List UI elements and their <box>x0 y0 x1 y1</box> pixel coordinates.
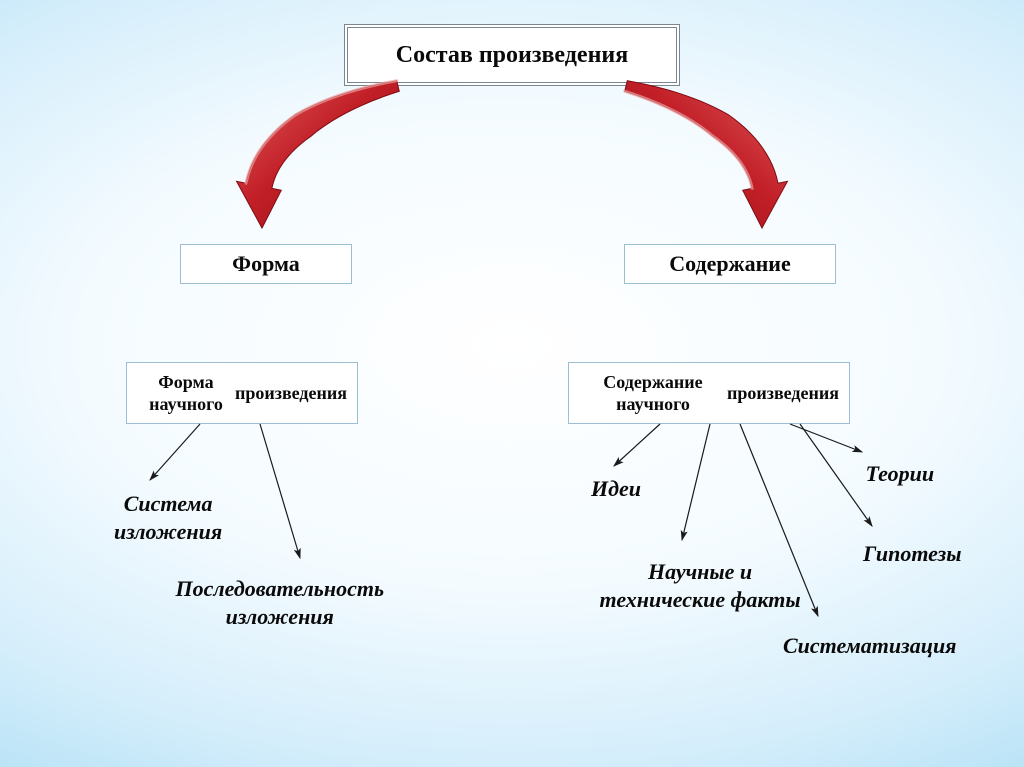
leaf-right-4: Систематизация <box>783 632 957 660</box>
curved-arrow-right <box>625 81 788 228</box>
branch-label-content: Содержание <box>669 251 790 277</box>
leaf-left-0: Системаизложения <box>114 490 222 545</box>
thin-arrow-right-0 <box>614 424 660 466</box>
leaf-right-1: Теории <box>866 460 935 488</box>
leaf-left-1: Последовательностьизложения <box>176 575 385 630</box>
midbox-form-line1: Форма научного <box>137 371 235 416</box>
midbox-content-line2: произведения <box>727 382 839 405</box>
branch-box-form: Форма <box>180 244 352 284</box>
leaf-right-2: Гипотезы <box>863 540 961 568</box>
thin-arrow-right-2 <box>800 424 872 526</box>
leaf-right-3: Научные итехнические факты <box>600 558 801 613</box>
thin-arrow-right-1 <box>790 424 862 452</box>
branch-box-content: Содержание <box>624 244 836 284</box>
leaf-right-0: Идеи <box>591 475 641 503</box>
midbox-content: Содержание научногопроизведения <box>568 362 850 424</box>
title-label: Состав произведения <box>396 42 628 69</box>
curved-arrow-left <box>237 81 400 228</box>
thin-arrow-left-1 <box>260 424 300 558</box>
thin-arrow-right-3 <box>682 424 710 540</box>
midbox-form-line2: произведения <box>235 382 347 405</box>
midbox-form: Форма научногопроизведения <box>126 362 358 424</box>
title-box: Состав произведения <box>344 24 680 86</box>
thin-arrow-left-0 <box>150 424 200 480</box>
curved-arrows-group <box>237 81 788 228</box>
midbox-content-line1: Содержание научного <box>579 371 727 416</box>
branch-label-form: Форма <box>232 251 300 277</box>
